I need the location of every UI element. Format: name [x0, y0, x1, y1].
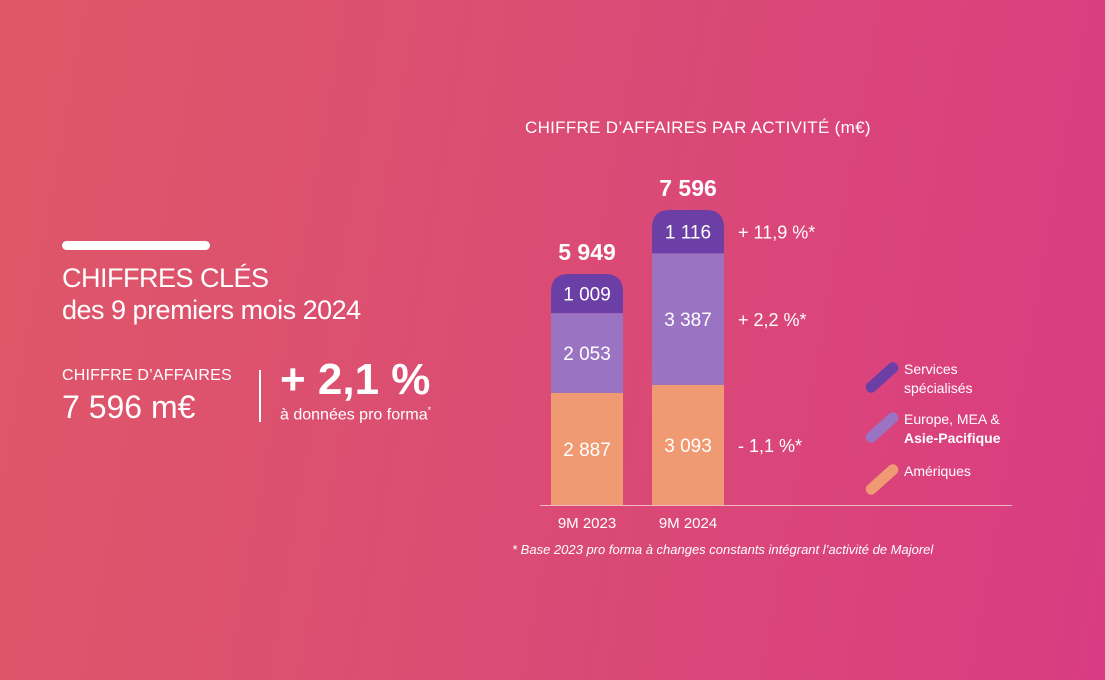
bar-services-sp-cialis-s-0	[551, 273, 623, 314]
legend-label-ameriques: Amériques	[904, 462, 1054, 481]
bar-am-riques-0	[551, 392, 623, 505]
bar-europe-mea-asie-pacifique-0	[551, 313, 623, 393]
growth-note: à données pro forma*	[280, 405, 431, 424]
headline-title: CHIFFRES CLÉS	[62, 263, 269, 293]
bar-services-sp-cialis-s-1	[652, 210, 724, 254]
accent-bar	[62, 241, 210, 250]
change-label-services-sp-cialis-s: + 11,9 %*	[738, 223, 815, 243]
kpi-divider	[259, 370, 261, 422]
legend-label-services: Services spécialisés	[904, 360, 1054, 398]
kpi-value: 7 596 m€	[62, 389, 196, 425]
bar-total-label: 5 949	[558, 239, 616, 265]
legend-label-ameriques-line1: Amériques	[904, 463, 971, 479]
bar-value-label: 1 009	[563, 285, 611, 306]
legend-label-europe-line1: Europe, MEA &	[904, 411, 1000, 427]
category-tick-label: 9M 2023	[558, 515, 616, 532]
growth-note-text: à données pro forma	[280, 406, 428, 424]
growth-note-marker: *	[427, 405, 432, 415]
bar-value-label: 2 053	[563, 344, 611, 365]
bar-total-label: 7 596	[659, 175, 717, 201]
legend-label-services-line2: spécialisés	[904, 380, 973, 396]
category-tick-label: 9M 2024	[659, 515, 717, 532]
bar-value-label: 3 093	[664, 436, 712, 457]
legend-label-services-line1: Services	[904, 361, 958, 377]
chart-footnote: * Base 2023 pro forma à changes constant…	[512, 542, 934, 557]
bar-europe-mea-asie-pacifique-1	[652, 253, 724, 385]
bar-value-label: 2 887	[563, 440, 611, 461]
change-label-am-riques: - 1,1 %*	[738, 436, 802, 456]
chart-title: CHIFFRE D’AFFAIRES PAR ACTIVITÉ (m€)	[525, 118, 871, 137]
legend-label-europe-line2: Asie-Pacifique	[904, 430, 1001, 446]
headline-subtitle: des 9 premiers mois 2024	[62, 295, 361, 325]
kpi-label: CHIFFRE D’AFFAIRES	[62, 367, 232, 384]
legend-label-europe: Europe, MEA & Asie-Pacifique	[904, 410, 1054, 448]
bar-value-label: 1 116	[665, 223, 711, 244]
change-label-europe-mea-asie-pacifique: + 2,2 %*	[738, 310, 807, 330]
growth-value: + 2,1 %	[280, 355, 431, 404]
bar-am-riques-1	[652, 384, 724, 505]
bar-value-label: 3 387	[664, 310, 712, 331]
